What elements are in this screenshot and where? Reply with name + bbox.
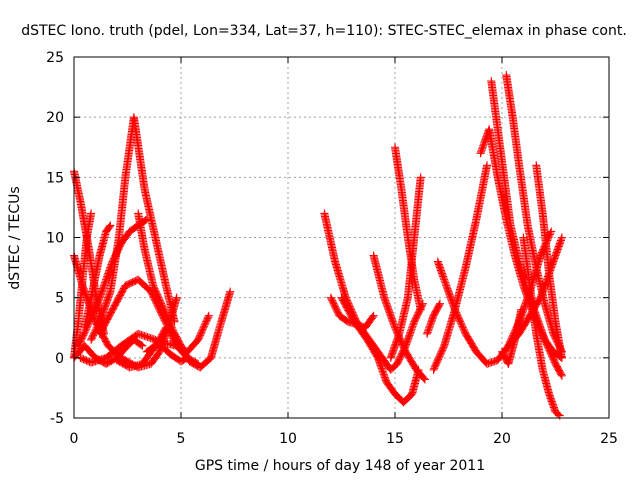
data-point <box>368 313 377 322</box>
series-13 <box>326 293 378 332</box>
x-tick-label: 20 <box>493 431 511 447</box>
y-tick-label: -5 <box>50 411 64 427</box>
series-4 <box>80 221 115 332</box>
data-point <box>106 221 115 230</box>
plot-frame <box>73 56 610 419</box>
y-tick-label: 5 <box>55 291 64 307</box>
data-point <box>546 228 555 237</box>
series-11 <box>142 311 213 356</box>
data-point <box>105 222 114 231</box>
data-point <box>137 340 146 349</box>
data-point <box>87 209 96 218</box>
data-point <box>547 227 556 236</box>
series-20 <box>429 161 492 374</box>
data-point <box>557 370 566 379</box>
x-axis-label: GPS time / hours of day 148 of year 2011 <box>195 458 485 474</box>
data-point <box>419 374 428 383</box>
data-point <box>204 311 213 320</box>
series-15 <box>369 251 429 384</box>
data-point <box>416 173 425 182</box>
data-point <box>420 375 429 384</box>
data-point <box>554 410 563 419</box>
x-tick-label: 5 <box>177 431 186 447</box>
data-point <box>557 233 566 242</box>
y-tick-label: 0 <box>55 351 64 367</box>
data-point <box>226 287 235 296</box>
data-point <box>369 311 378 320</box>
data-point <box>204 313 213 322</box>
series-27 <box>498 305 526 368</box>
series-10 <box>134 209 235 372</box>
x-tick-label: 0 <box>70 431 79 447</box>
data-point <box>483 161 492 170</box>
y-tick-label: 20 <box>46 110 64 126</box>
y-tick-label: 15 <box>46 170 64 186</box>
data-point <box>435 299 444 308</box>
data-points <box>70 71 566 420</box>
series-14 <box>337 293 423 407</box>
series-17 <box>386 173 425 362</box>
series-6 <box>70 335 147 368</box>
series-26 <box>532 161 566 362</box>
series-18 <box>423 299 444 338</box>
x-tick-label: 15 <box>386 431 404 447</box>
data-point <box>138 341 147 350</box>
data-point <box>557 353 566 362</box>
chart-title: dSTEC Iono. truth (pdel, Lon=334, Lat=37… <box>21 23 627 39</box>
x-tick-label: 10 <box>279 431 297 447</box>
data-point <box>161 325 170 334</box>
data-point <box>416 305 425 314</box>
series-25 <box>519 233 564 420</box>
x-tick-label: 25 <box>600 431 618 447</box>
data-point <box>142 215 151 224</box>
y-tick-label: 10 <box>46 231 64 247</box>
y-tick-label: 25 <box>46 50 64 66</box>
tick-labels: 0 5 10 15 20 25 -5 0 5 10 15 20 25 <box>46 50 618 447</box>
data-point <box>172 293 181 302</box>
data-point <box>517 305 526 314</box>
y-axis-label: dSTEC / TECUs <box>7 186 23 289</box>
data-point <box>435 301 444 310</box>
data-point <box>557 371 566 380</box>
